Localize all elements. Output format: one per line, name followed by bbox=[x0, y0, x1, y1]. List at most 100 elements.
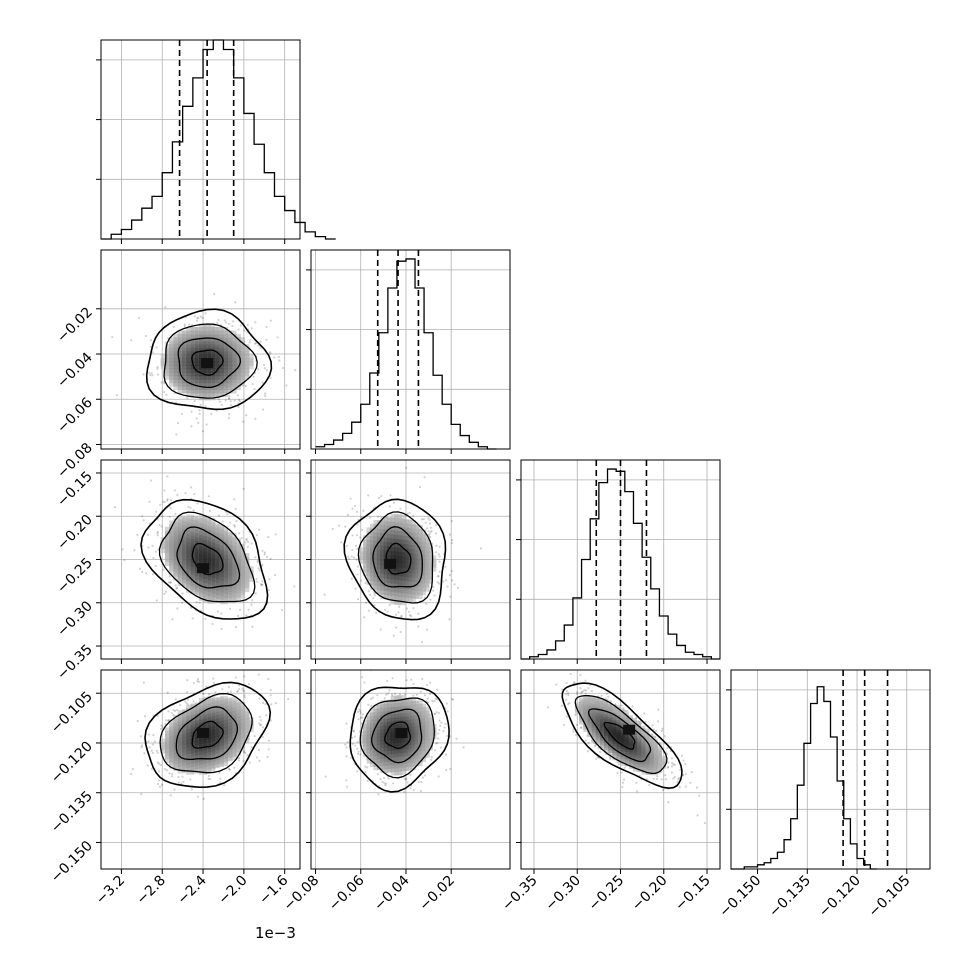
scatter-point bbox=[168, 515, 171, 518]
scatter-point bbox=[177, 781, 180, 784]
scatter-point bbox=[170, 711, 173, 714]
scatter-point bbox=[404, 778, 407, 781]
scatter-point bbox=[217, 398, 220, 401]
scatter-point bbox=[148, 371, 151, 374]
scatter-point bbox=[660, 778, 663, 781]
scatter-point bbox=[437, 553, 440, 556]
contour-line bbox=[349, 686, 450, 793]
scatter-point bbox=[689, 781, 692, 784]
scatter-point bbox=[201, 316, 204, 320]
scatter-point bbox=[233, 524, 236, 527]
scatter-point bbox=[268, 351, 272, 354]
scatter-point bbox=[698, 794, 701, 797]
scatter-point bbox=[181, 592, 184, 595]
scatter-point bbox=[660, 743, 663, 746]
scatter-point bbox=[150, 749, 153, 752]
density-cell bbox=[169, 337, 178, 346]
scatter-point bbox=[254, 321, 257, 324]
panel-content bbox=[521, 670, 720, 869]
scatter-point bbox=[268, 578, 271, 581]
scatter-point bbox=[364, 581, 367, 585]
scatter-point bbox=[169, 581, 172, 584]
scatter-point bbox=[676, 780, 679, 783]
scatter-point bbox=[251, 625, 254, 628]
scatter-point bbox=[217, 514, 221, 517]
x-tick-label: −0.25 bbox=[586, 873, 628, 915]
scatter-point bbox=[450, 519, 453, 523]
scatter-point bbox=[367, 494, 370, 497]
scatter-point bbox=[567, 693, 570, 697]
scatter-point bbox=[434, 749, 437, 752]
density-cell bbox=[203, 323, 212, 332]
scatter-point bbox=[617, 763, 621, 766]
scatter-point bbox=[186, 397, 189, 400]
scatter-point bbox=[242, 329, 246, 332]
scatter-point bbox=[142, 519, 145, 522]
scatter-point bbox=[256, 561, 259, 564]
scatter-point bbox=[437, 575, 440, 578]
scatter-point bbox=[261, 408, 265, 411]
panel-frame bbox=[100, 39, 301, 240]
scatter-point bbox=[572, 730, 575, 733]
scatter-point bbox=[437, 737, 440, 740]
scatter-point bbox=[582, 690, 585, 693]
pair-panel-1-2 bbox=[306, 459, 511, 664]
scatter-point bbox=[233, 766, 236, 769]
density-cell bbox=[424, 546, 433, 555]
scatter-point bbox=[212, 677, 215, 680]
scatter-point bbox=[246, 753, 249, 757]
scatter-point bbox=[167, 710, 170, 713]
scatter-point bbox=[258, 715, 261, 719]
density-cell bbox=[579, 697, 588, 706]
scatter-point bbox=[195, 319, 198, 323]
scatter-point bbox=[189, 606, 193, 610]
density-cell bbox=[207, 518, 216, 527]
scatter-point bbox=[351, 534, 354, 537]
x-tick-label: −0.06 bbox=[326, 872, 368, 914]
density-cell bbox=[211, 698, 220, 707]
scatter-point bbox=[363, 681, 366, 684]
scatter-point bbox=[678, 786, 681, 789]
scatter-point bbox=[172, 325, 175, 329]
scatter-point bbox=[408, 614, 412, 617]
hist-panel-2 bbox=[516, 459, 721, 664]
scatter-point bbox=[156, 714, 159, 717]
scatter-point bbox=[366, 766, 369, 769]
scatter-point bbox=[238, 400, 242, 403]
scatter-point bbox=[257, 673, 260, 676]
scatter-point bbox=[428, 522, 432, 525]
y-tick-label: −0.35 bbox=[54, 642, 96, 684]
scatter-point bbox=[115, 393, 118, 397]
scatter-point bbox=[622, 778, 626, 781]
density-cell bbox=[245, 566, 254, 575]
scatter-point bbox=[663, 735, 666, 738]
scatter-point bbox=[231, 324, 234, 328]
hist-panel-0 bbox=[96, 39, 336, 244]
scatter-point bbox=[223, 319, 226, 322]
scatter-point bbox=[111, 336, 114, 339]
scatter-point bbox=[248, 761, 251, 764]
scatter-point bbox=[156, 532, 159, 535]
scatter-point bbox=[278, 359, 281, 362]
scatter-point bbox=[245, 537, 248, 541]
scatter-point bbox=[665, 753, 669, 756]
scatter-point bbox=[218, 771, 221, 774]
y-tick-label: −0.20 bbox=[54, 512, 96, 554]
scatter-point bbox=[415, 693, 418, 696]
scatter-point bbox=[390, 693, 394, 696]
scatter-point bbox=[664, 778, 667, 781]
scatter-point bbox=[237, 532, 241, 535]
scatter-point bbox=[161, 783, 164, 786]
scatter-point bbox=[250, 746, 253, 749]
contour-line bbox=[191, 349, 224, 376]
scatter-point bbox=[158, 523, 161, 527]
scatter-point bbox=[562, 723, 566, 726]
scatter-point bbox=[149, 339, 153, 342]
scatter-point bbox=[234, 301, 237, 304]
scatter-point bbox=[139, 735, 142, 738]
scatter-point bbox=[250, 327, 253, 330]
scatter-point bbox=[265, 714, 268, 717]
scatter-point bbox=[174, 698, 177, 701]
scatter-point bbox=[180, 782, 183, 785]
panel-content bbox=[101, 250, 300, 449]
